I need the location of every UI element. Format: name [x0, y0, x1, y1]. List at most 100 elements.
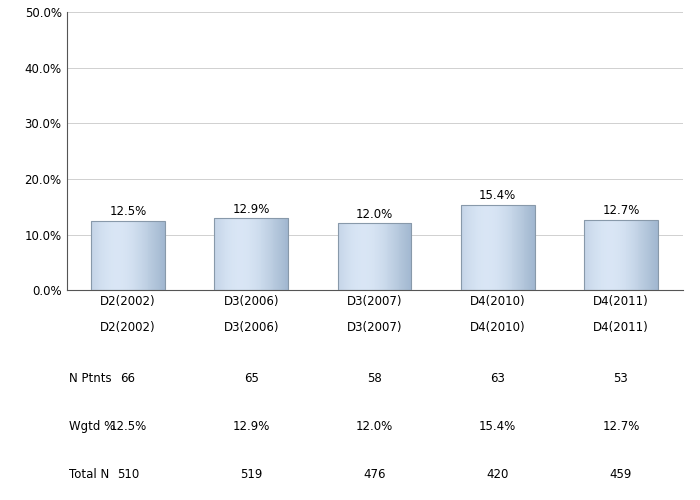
Bar	[132, 220, 133, 290]
Bar	[374, 224, 376, 290]
Text: 420: 420	[486, 468, 509, 481]
Bar	[149, 220, 150, 290]
Bar	[392, 224, 393, 290]
Bar	[362, 224, 363, 290]
Bar	[337, 224, 412, 290]
Bar	[157, 220, 158, 290]
Bar	[243, 218, 244, 290]
Bar	[601, 220, 603, 290]
Bar	[462, 204, 463, 290]
Bar	[134, 220, 136, 290]
Bar	[245, 218, 246, 290]
Text: 63: 63	[490, 372, 505, 384]
Text: D2(2002): D2(2002)	[100, 322, 156, 334]
Bar	[379, 224, 380, 290]
Bar	[155, 220, 156, 290]
Bar	[390, 224, 391, 290]
Bar	[523, 204, 524, 290]
Bar	[351, 224, 353, 290]
Bar	[226, 218, 228, 290]
Bar	[593, 220, 594, 290]
Bar	[389, 224, 391, 290]
Bar	[635, 220, 636, 290]
Bar	[223, 218, 224, 290]
Bar	[517, 204, 518, 290]
Bar	[108, 220, 110, 290]
Bar	[159, 220, 160, 290]
Bar	[618, 220, 620, 290]
Bar	[162, 220, 164, 290]
Bar	[643, 220, 644, 290]
Bar	[395, 224, 396, 290]
Bar	[410, 224, 412, 290]
Bar	[510, 204, 512, 290]
Bar	[363, 224, 364, 290]
Bar	[610, 220, 611, 290]
Bar	[130, 220, 131, 290]
Text: 15.4%: 15.4%	[479, 190, 517, 202]
Bar	[100, 220, 102, 290]
Bar	[594, 220, 595, 290]
Bar	[613, 220, 615, 290]
Bar	[631, 220, 632, 290]
Bar	[105, 220, 106, 290]
Bar	[254, 218, 256, 290]
Text: 12.5%: 12.5%	[109, 420, 147, 433]
Bar	[642, 220, 643, 290]
Bar	[384, 224, 385, 290]
Bar	[143, 220, 144, 290]
Bar	[93, 220, 95, 290]
Bar	[102, 220, 104, 290]
Bar	[463, 204, 464, 290]
Bar	[650, 220, 652, 290]
Bar	[616, 220, 617, 290]
Bar	[386, 224, 388, 290]
Bar	[612, 220, 614, 290]
Bar	[369, 224, 370, 290]
Bar	[343, 224, 344, 290]
Bar	[363, 224, 365, 290]
Bar	[475, 204, 477, 290]
Bar	[645, 220, 646, 290]
Bar	[367, 224, 368, 290]
Bar	[464, 204, 466, 290]
Bar	[156, 220, 157, 290]
Bar	[145, 220, 146, 290]
Bar	[632, 220, 634, 290]
Bar	[507, 204, 508, 290]
Bar	[237, 218, 238, 290]
Bar	[360, 224, 361, 290]
Bar	[633, 220, 634, 290]
Bar	[286, 218, 287, 290]
Bar	[219, 218, 220, 290]
Text: Wgtd %: Wgtd %	[69, 420, 116, 433]
Bar	[341, 224, 342, 290]
Bar	[395, 224, 397, 290]
Bar	[372, 224, 373, 290]
Bar	[600, 220, 601, 290]
Bar	[402, 224, 403, 290]
Bar	[339, 224, 340, 290]
Bar	[129, 220, 130, 290]
Bar	[513, 204, 514, 290]
Bar	[641, 220, 643, 290]
Bar	[636, 220, 638, 290]
Bar	[142, 220, 143, 290]
Bar	[638, 220, 640, 290]
Bar	[656, 220, 657, 290]
Bar	[627, 220, 629, 290]
Bar	[286, 218, 288, 290]
Bar	[152, 220, 153, 290]
Bar	[470, 204, 471, 290]
Bar	[266, 218, 267, 290]
Bar	[533, 204, 534, 290]
Bar	[610, 220, 612, 290]
Bar	[231, 218, 232, 290]
Bar	[461, 204, 535, 290]
Bar	[407, 224, 408, 290]
Bar	[117, 220, 118, 290]
Text: 65: 65	[244, 372, 259, 384]
Bar	[474, 204, 475, 290]
Bar	[280, 218, 281, 290]
Bar	[284, 218, 285, 290]
